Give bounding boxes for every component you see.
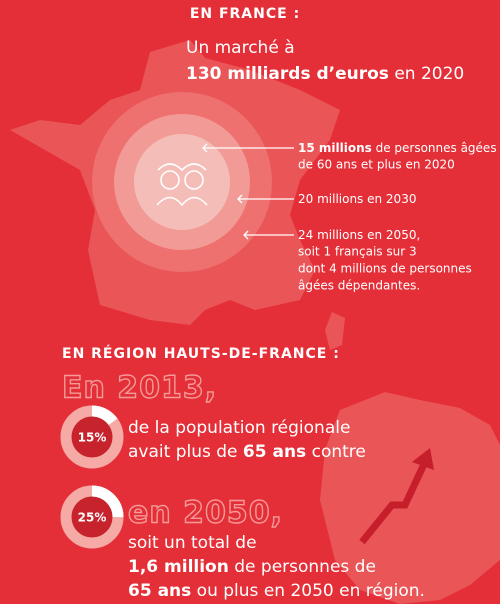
text-line: de la population régionale	[128, 418, 350, 438]
note-line: de 60 ans et plus en 2020	[298, 158, 455, 172]
region-arrow-head	[412, 448, 434, 470]
bold: 130 milliards d’euros	[186, 64, 389, 84]
bold: 65 ans	[243, 442, 306, 462]
donut-arc	[60, 485, 124, 549]
heading: EN RÉGION HAUTS-DE-FRANCE :	[62, 345, 340, 362]
text: de personnes de	[229, 557, 376, 577]
text-line: 65 ans ou plus en 2050 en région.	[128, 581, 425, 601]
heading: EN FRANCE :	[190, 6, 300, 22]
region-arrow	[359, 460, 429, 545]
year: en 2050,	[128, 496, 283, 531]
text: contre	[306, 442, 366, 462]
market-line: 130 milliards d’euros en 2020	[186, 64, 464, 84]
note-line: 24 millions en 2050,	[298, 228, 420, 242]
text: ou plus en 2050 en région.	[191, 581, 425, 601]
text: en 2020	[389, 64, 464, 84]
bold: 1,6 million	[128, 557, 229, 577]
ring-inner	[134, 134, 230, 230]
text: 24 millions en 2050,	[298, 228, 420, 242]
market-line: Un marché à	[186, 38, 295, 58]
pointers	[202, 143, 294, 240]
note-line: 20 millions en 2030	[298, 192, 416, 206]
bold: 15 millions	[298, 141, 372, 155]
year: En 2013,	[62, 371, 217, 406]
elderly-icon	[156, 163, 208, 207]
text: 20 millions en 2030	[298, 192, 416, 206]
note-line: âgées dépendantes.	[298, 279, 420, 293]
donut-arc	[60, 405, 124, 469]
bold: 65 ans	[128, 581, 191, 601]
note-line: dont 4 millions de personnes	[298, 262, 472, 276]
text: de personnes âgées	[372, 141, 497, 155]
text-line: 1,6 million de personnes de	[128, 557, 376, 577]
donut-label: 15%	[78, 431, 107, 445]
corsica	[325, 312, 345, 350]
note-line: soit 1 français sur 3	[298, 245, 417, 259]
donut-label: 25%	[78, 511, 107, 525]
text: avait plus de	[128, 442, 243, 462]
note-line: 15 millions de personnes âgées	[298, 141, 497, 155]
text-line: avait plus de 65 ans contre	[128, 442, 366, 462]
text-line: soit un total de	[128, 533, 257, 553]
